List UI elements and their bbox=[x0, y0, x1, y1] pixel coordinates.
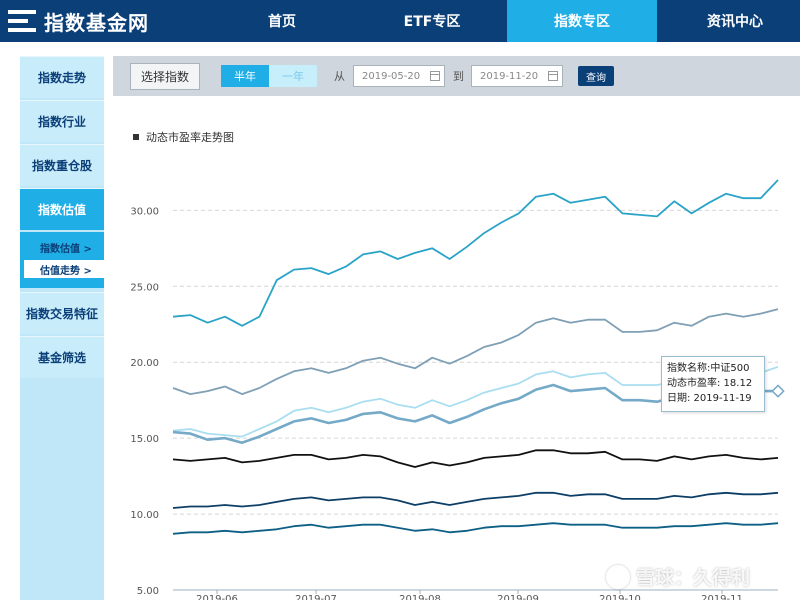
sidebar: 指数走势 指数行业 指数重仓股 指数估值 指数估值 > 估值走势 > 指数交易特… bbox=[20, 56, 104, 600]
tooltip-index-name: 指数名称:中证500 bbox=[667, 363, 750, 374]
x-tick-label: 2019-08 bbox=[399, 594, 441, 600]
nav-etf-zone[interactable]: ETF专区 bbox=[403, 14, 461, 30]
sidebar-item-trading-features[interactable]: 指数交易特征 bbox=[20, 292, 104, 334]
chart-tooltip: 指数名称:中证500 动态市盈率: 18.12 日期: 2019-11-19 bbox=[661, 356, 765, 412]
calendar-icon[interactable] bbox=[430, 71, 440, 81]
series-line[interactable] bbox=[172, 308, 779, 396]
pe-trend-chart[interactable]: 5.00 10.00 15.00 20.00 25.00 30.00 2019-06 2019… bbox=[113, 150, 800, 600]
site-title: 指数基金网 bbox=[44, 10, 149, 35]
x-tick-label: 2019-06 bbox=[196, 594, 238, 600]
y-tick-label: 25.00 bbox=[130, 282, 159, 293]
tooltip-pe-value: 动态市盈率: 18.12 bbox=[667, 378, 753, 389]
tooltip-date: 日期: 2019-11-19 bbox=[667, 393, 752, 404]
sidebar-item-index-valuation[interactable]: 指数估值 bbox=[20, 188, 104, 230]
query-button[interactable]: 查询 bbox=[578, 66, 614, 86]
sidebar-item-index-industry[interactable]: 指数行业 bbox=[20, 100, 104, 142]
from-date-value: 2019-05-20 bbox=[362, 70, 421, 82]
x-tick-label: 2019-07 bbox=[295, 594, 337, 600]
sidebar-subitem-valuation[interactable]: 指数估值 > bbox=[40, 243, 92, 255]
nav-home[interactable]: 首页 bbox=[268, 14, 296, 30]
sidebar-submenu: 指数估值 > 估值走势 > bbox=[20, 232, 104, 288]
chart-title: 动态市盈率走势图 bbox=[133, 129, 234, 145]
sidebar-item-fund-screener[interactable]: 基金筛选 bbox=[20, 336, 104, 378]
nav-news-center[interactable]: 资讯中心 bbox=[707, 14, 763, 30]
watermark-text: 雪球：久得利 bbox=[636, 567, 751, 589]
series-line[interactable] bbox=[172, 491, 779, 509]
x-tick-label: 2019-09 bbox=[497, 594, 539, 600]
from-label: 从 bbox=[334, 70, 345, 83]
logo-icon bbox=[8, 10, 38, 32]
y-tick-label: 30.00 bbox=[130, 206, 159, 217]
legend-square-icon bbox=[133, 134, 139, 140]
series-line[interactable] bbox=[172, 179, 779, 327]
x-tick-label: 2019-11 bbox=[701, 594, 743, 600]
sidebar-subitem-valuation-trend[interactable]: 估值走势 > bbox=[24, 260, 104, 278]
series-line[interactable] bbox=[172, 449, 779, 468]
watermark: 雪球：久得利 bbox=[606, 563, 750, 590]
nav-index-zone[interactable]: 指数专区 bbox=[507, 0, 657, 42]
sidebar-item-index-holdings[interactable]: 指数重仓股 bbox=[20, 144, 104, 186]
series-line[interactable] bbox=[172, 522, 779, 535]
hover-point-marker[interactable] bbox=[771, 384, 785, 398]
top-navigation-bar: 指数基金网 首页 ETF专区 指数专区 资讯中心 bbox=[0, 0, 800, 42]
to-date-value: 2019-11-20 bbox=[480, 70, 539, 82]
chart-title-text: 动态市盈率走势图 bbox=[146, 131, 234, 144]
calendar-icon[interactable] bbox=[548, 71, 558, 81]
select-index-button[interactable]: 选择指数 bbox=[130, 63, 200, 90]
range-half-year-tab[interactable]: 半年 bbox=[221, 65, 269, 87]
from-date-input[interactable]: 2019-05-20 bbox=[353, 65, 445, 87]
x-tick-label: 2019-10 bbox=[599, 594, 641, 600]
y-tick-label: 5.00 bbox=[137, 586, 159, 597]
y-tick-label: 15.00 bbox=[130, 434, 159, 445]
y-tick-label: 20.00 bbox=[130, 358, 159, 369]
range-one-year-tab[interactable]: 一年 bbox=[269, 65, 317, 87]
to-label: 到 bbox=[453, 70, 464, 83]
filter-bar: 选择指数 半年 一年 从 2019-05-20 到 2019-11-20 查询 bbox=[113, 56, 800, 96]
site-logo[interactable]: 指数基金网 bbox=[8, 6, 149, 36]
to-date-input[interactable]: 2019-11-20 bbox=[471, 65, 563, 87]
xueqiu-logo-icon bbox=[606, 564, 630, 589]
y-tick-label: 10.00 bbox=[130, 510, 159, 521]
sidebar-item-index-trend[interactable]: 指数走势 bbox=[20, 56, 104, 98]
